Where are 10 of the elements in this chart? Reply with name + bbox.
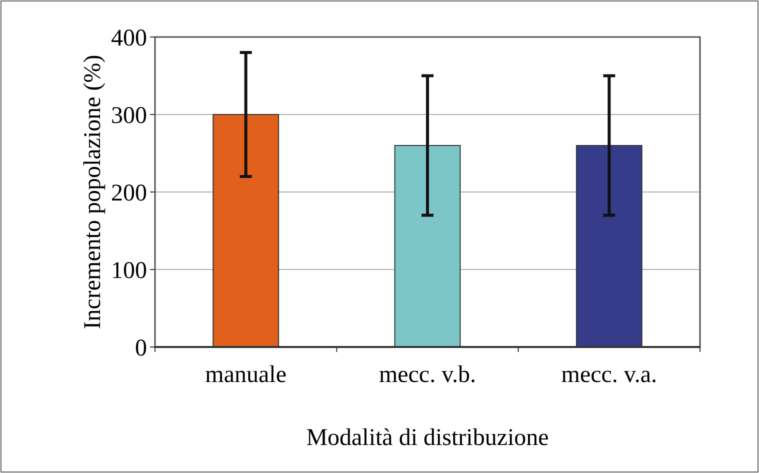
y-tick-label: 400 [111,25,147,52]
y-tick-label: 100 [111,258,147,284]
x-tick-label: mecc. v.a. [561,362,658,388]
x-tick-label: mecc. v.b. [378,362,476,388]
y-tick-label: 300 [111,102,147,129]
y-tick-label: 0 [135,335,147,362]
y-axis-title: Incremento popolazione (%) [80,54,106,330]
x-tick-label: manuale [205,362,286,388]
y-tick-label: 200 [111,180,147,206]
x-axis-title: Modalità di distribuzione [306,425,549,451]
